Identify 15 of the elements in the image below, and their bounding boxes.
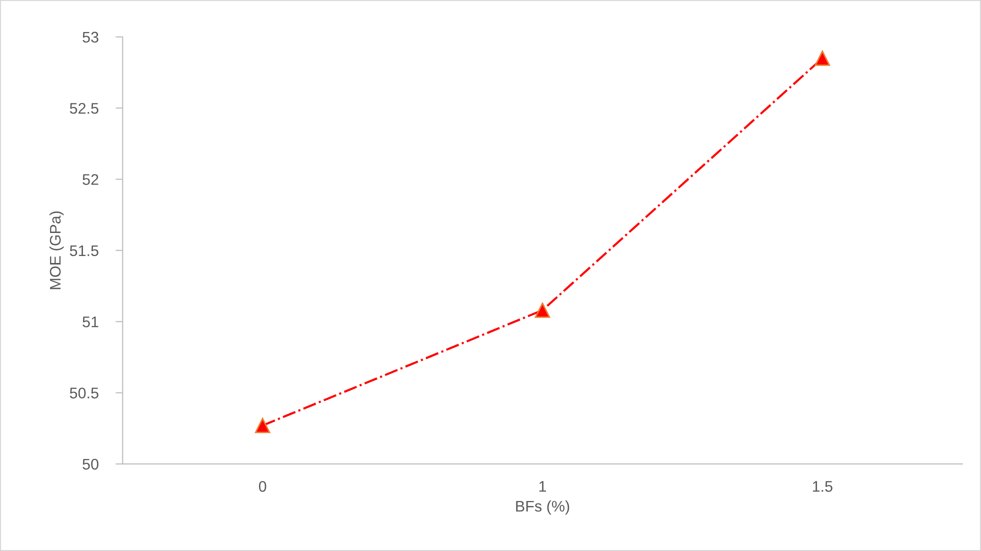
y-tick-label: 53 [82, 32, 98, 43]
y-tick-label: 52.5 [70, 102, 98, 114]
y-tick-label: 52 [82, 174, 98, 185]
y-axis-title: MOE (GPa) [49, 211, 64, 290]
x-tick-label: 0 [258, 481, 266, 492]
point [814, 50, 830, 66]
y-tick-label: 50.5 [70, 388, 98, 398]
y-tick-label: 50 [82, 458, 98, 470]
point [534, 302, 550, 318]
point [254, 418, 270, 434]
x-tick-label: 1 [539, 481, 546, 492]
y-tick-label: 51.5 [70, 245, 98, 256]
x-axis-title: BFs (%) [516, 500, 570, 515]
y-tick-label: 51 [82, 316, 98, 328]
x-tick-label: 1.5 [812, 481, 832, 492]
